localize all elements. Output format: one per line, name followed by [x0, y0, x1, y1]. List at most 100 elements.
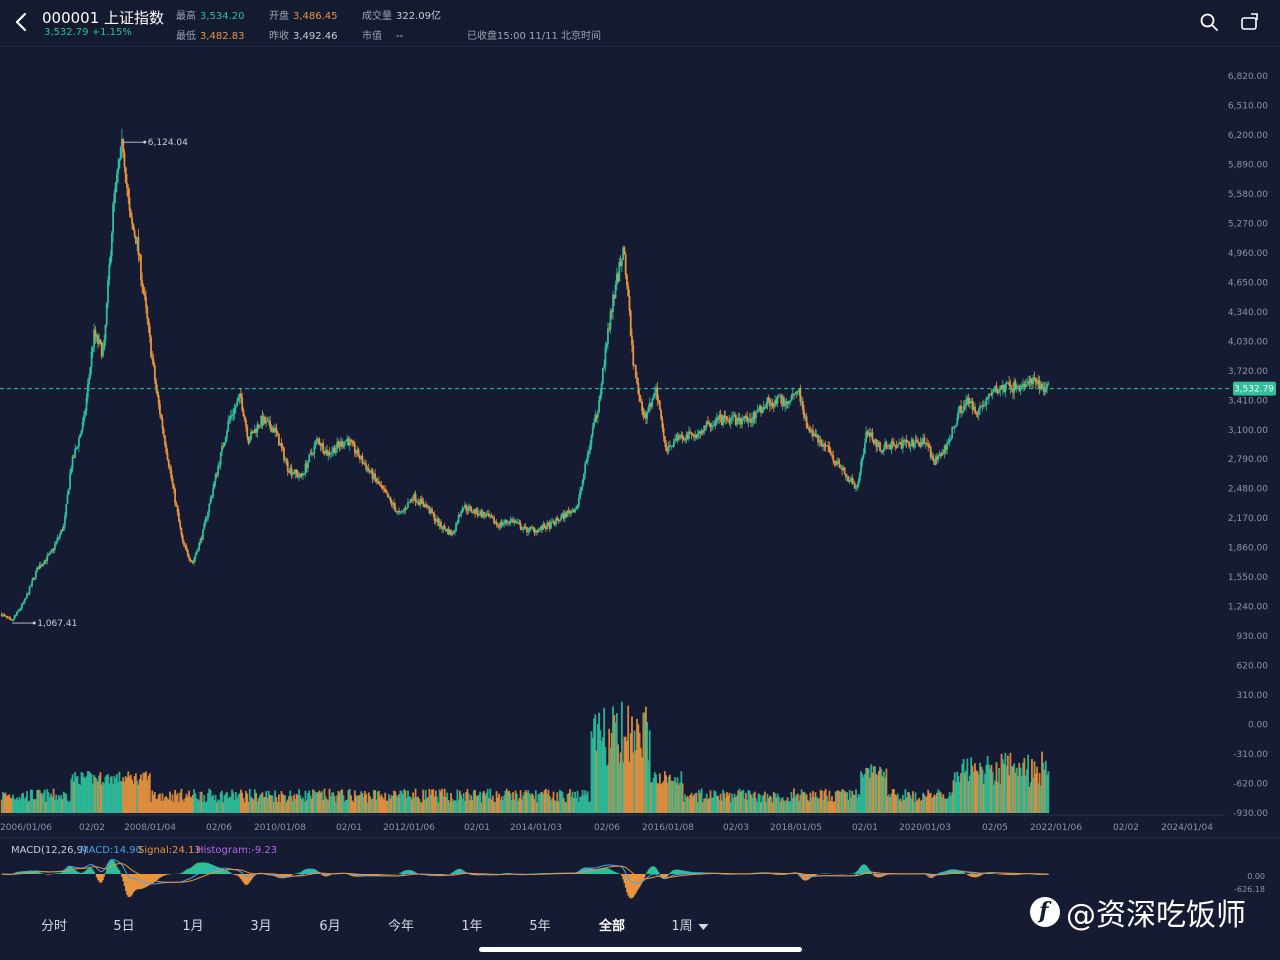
volume-bar — [245, 791, 247, 813]
volume-bar — [990, 764, 993, 813]
volume-bar — [685, 797, 688, 813]
volume-bar — [403, 789, 406, 813]
candle-body — [558, 519, 561, 521]
macd-histogram-bar — [121, 874, 123, 877]
tab-1year[interactable]: 1年 — [461, 919, 483, 934]
candle-body — [331, 451, 333, 454]
macd-histogram-bar — [674, 869, 676, 874]
volume-bar — [1042, 762, 1045, 813]
candle-body — [294, 469, 297, 475]
macd-histogram-bar — [166, 874, 169, 875]
candle-body — [922, 437, 924, 444]
volume-bar — [503, 795, 506, 813]
candle-body — [805, 416, 808, 428]
candle-body — [2, 614, 4, 617]
candle-body — [84, 410, 87, 416]
kline-chart[interactable]: 3,532.79 6,820.006,510.006,200.005,890.0… — [0, 0, 1280, 905]
candle-body — [980, 405, 983, 407]
macd-histogram-bar — [775, 874, 778, 875]
candle-body — [915, 439, 918, 441]
volume-bar — [256, 801, 259, 813]
volume-bar — [1006, 755, 1009, 813]
volume-bar — [190, 797, 193, 813]
candle-body — [494, 522, 497, 524]
tab-5year[interactable]: 5年 — [529, 919, 551, 934]
volume-bar — [496, 797, 499, 813]
volume-bar — [132, 783, 135, 813]
macd-histogram-bar — [683, 870, 685, 874]
candle-body — [398, 510, 401, 513]
volume-bar — [539, 792, 542, 813]
tab-ytd[interactable]: 今年 — [387, 919, 415, 934]
volume-bar — [696, 802, 699, 813]
search-icon[interactable] — [1199, 12, 1219, 32]
volume-bar — [829, 801, 832, 813]
candle-body — [650, 403, 652, 407]
candle-body — [655, 387, 657, 393]
interval-dropdown[interactable]: 1周 — [671, 915, 709, 934]
macd-histogram-bar — [189, 867, 192, 874]
signal-line — [1, 862, 1049, 883]
volume-bar — [413, 797, 416, 813]
candle-body — [271, 428, 274, 433]
candle-body — [818, 439, 821, 443]
volume-bar — [479, 791, 482, 813]
volume-bar — [98, 775, 101, 813]
volume-bar — [804, 793, 807, 813]
volume-bar — [485, 792, 488, 813]
candle-body — [552, 521, 555, 523]
volume-bar — [857, 793, 860, 813]
volume-bar — [50, 793, 52, 813]
candle-body — [37, 567, 40, 570]
tab-6month[interactable]: 6月 — [319, 919, 341, 934]
volume-bar — [176, 792, 179, 813]
volume-bar — [590, 731, 593, 813]
macd-histogram-bar — [186, 868, 189, 874]
volume-bar — [866, 767, 869, 813]
macd-histogram-bar — [235, 874, 237, 876]
candle-body — [364, 462, 366, 465]
volume-bar — [1029, 782, 1032, 813]
tab-intraday[interactable]: 分时 — [40, 919, 68, 934]
macd-histogram-bar — [629, 874, 632, 899]
tab-3month[interactable]: 3月 — [250, 919, 272, 934]
candle-body — [533, 528, 536, 533]
candle-body — [332, 447, 335, 452]
volume-bar — [812, 790, 814, 813]
candle-body — [212, 488, 214, 497]
candle-body — [793, 393, 795, 395]
volume-bar — [460, 794, 463, 813]
candle-body — [385, 492, 388, 494]
macd-histogram-bar — [937, 873, 940, 874]
tab-5day[interactable]: 5日 — [113, 919, 135, 934]
tab-all[interactable]: 全部 — [598, 919, 626, 934]
macd-histogram-bar — [300, 871, 303, 874]
macd-histogram-bar — [98, 874, 100, 882]
candle-body — [117, 167, 120, 175]
back-chevron-icon[interactable] — [12, 10, 30, 34]
candle-body — [347, 438, 350, 446]
candle-body — [877, 442, 880, 444]
macd-histogram-bar — [678, 869, 680, 874]
macd-histogram-bar — [943, 871, 946, 874]
volume-bar — [177, 802, 180, 813]
candle-body — [534, 529, 537, 533]
macd-histogram-bar — [778, 874, 780, 875]
macd-histogram-bar — [971, 874, 974, 878]
volume-bar — [55, 794, 58, 813]
candle-body — [195, 551, 198, 556]
landscape-rotate-icon[interactable] — [1240, 12, 1260, 32]
macd-params: MACD(12,26,9) — [11, 845, 87, 856]
volume-bar — [817, 798, 819, 813]
candle-body — [526, 527, 528, 533]
macd-histogram-bar — [802, 874, 804, 880]
tab-1month[interactable]: 1月 — [182, 919, 204, 934]
candle-body — [153, 365, 156, 381]
volume-bar — [195, 798, 198, 813]
volume-bar — [142, 772, 145, 813]
macd-histogram-bar — [657, 871, 660, 874]
candle-body — [847, 476, 850, 482]
candle-body — [32, 577, 35, 581]
candle-body — [1006, 382, 1009, 384]
macd-histogram-bar — [233, 874, 236, 875]
